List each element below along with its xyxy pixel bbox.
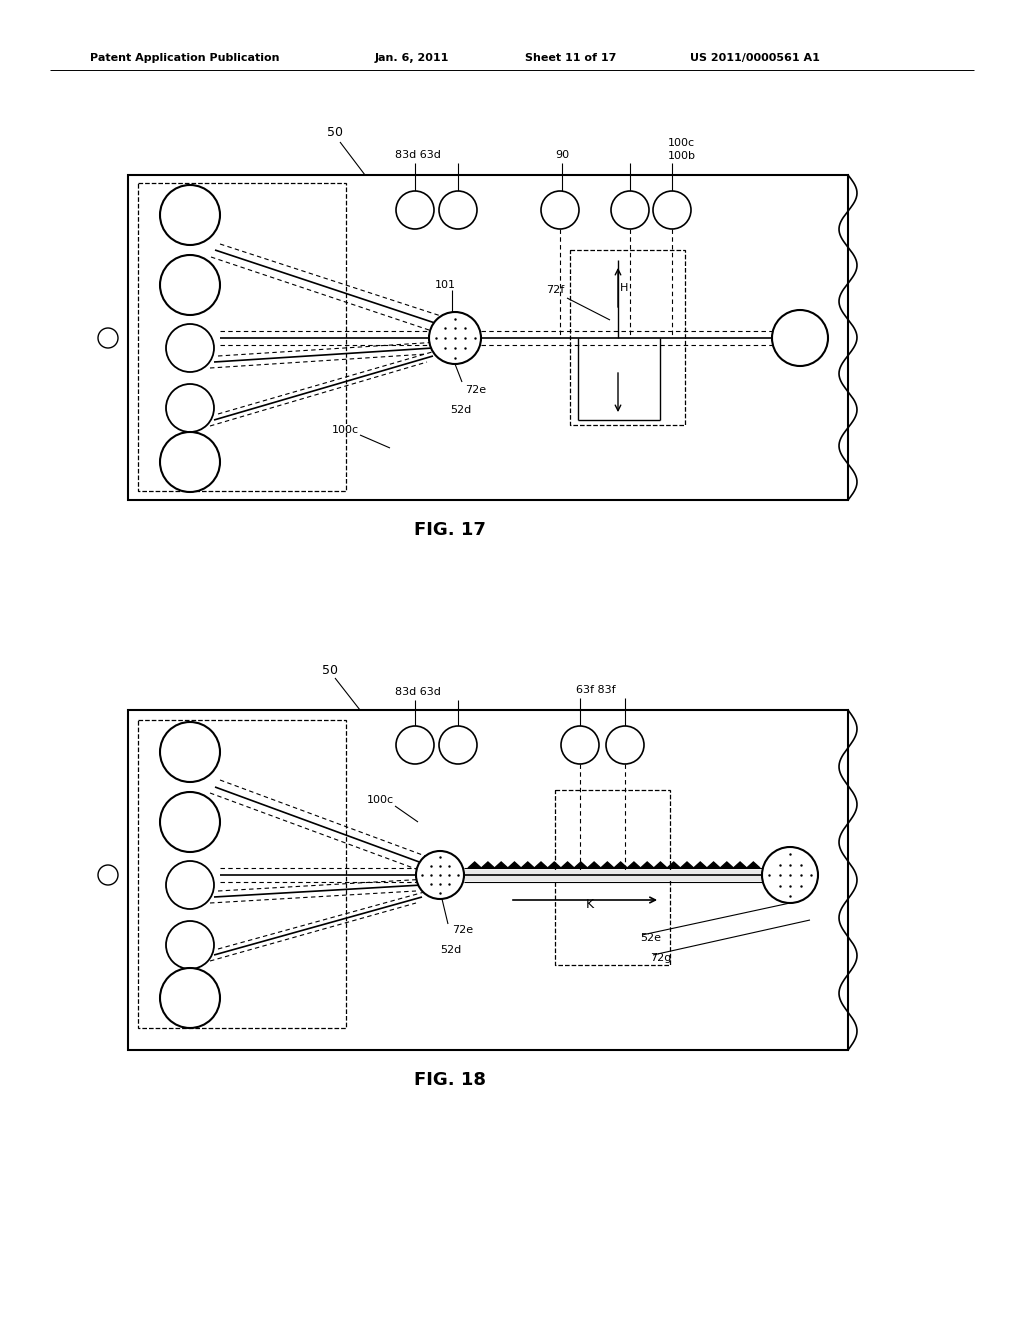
Text: H: H <box>620 282 628 293</box>
Text: 50: 50 <box>322 664 338 676</box>
Text: 100c: 100c <box>367 795 393 805</box>
Bar <box>138 719 346 1028</box>
Circle shape <box>160 255 220 315</box>
Circle shape <box>160 792 220 851</box>
Polygon shape <box>614 862 628 869</box>
Circle shape <box>160 722 220 781</box>
Bar <box>555 789 670 965</box>
Text: 52e: 52e <box>640 933 662 942</box>
Circle shape <box>416 851 464 899</box>
Circle shape <box>98 327 118 348</box>
Circle shape <box>396 726 434 764</box>
Polygon shape <box>746 862 760 869</box>
Polygon shape <box>548 862 561 869</box>
Polygon shape <box>641 862 653 869</box>
Text: FIG. 18: FIG. 18 <box>414 1071 486 1089</box>
Polygon shape <box>601 862 614 869</box>
Circle shape <box>160 432 220 492</box>
Text: US 2011/0000561 A1: US 2011/0000561 A1 <box>690 53 820 63</box>
Polygon shape <box>521 862 535 869</box>
Bar <box>128 710 848 1049</box>
Text: 72e: 72e <box>452 925 473 935</box>
Bar <box>128 176 848 500</box>
Polygon shape <box>733 862 746 869</box>
Polygon shape <box>667 862 680 869</box>
Text: 72f: 72f <box>546 285 564 294</box>
Text: 83d 63d: 83d 63d <box>395 686 441 697</box>
Polygon shape <box>574 862 588 869</box>
Polygon shape <box>653 862 667 869</box>
Circle shape <box>166 323 214 372</box>
Text: 72g: 72g <box>650 953 672 964</box>
Polygon shape <box>720 862 733 869</box>
Circle shape <box>772 310 828 366</box>
Circle shape <box>653 191 691 228</box>
Polygon shape <box>588 862 601 869</box>
Circle shape <box>541 191 579 228</box>
Text: 90: 90 <box>555 150 569 160</box>
Circle shape <box>762 847 818 903</box>
Polygon shape <box>680 862 693 869</box>
Circle shape <box>166 921 214 969</box>
Circle shape <box>439 191 477 228</box>
Polygon shape <box>495 862 508 869</box>
Circle shape <box>166 384 214 432</box>
Circle shape <box>166 861 214 909</box>
Polygon shape <box>468 862 481 869</box>
Text: 52d: 52d <box>440 945 461 954</box>
Circle shape <box>611 191 649 228</box>
Polygon shape <box>628 862 641 869</box>
Circle shape <box>98 865 118 884</box>
Circle shape <box>160 968 220 1028</box>
Text: 100b: 100b <box>668 150 696 161</box>
Text: 63f 83f: 63f 83f <box>577 685 615 696</box>
Text: Jan. 6, 2011: Jan. 6, 2011 <box>375 53 450 63</box>
Text: 52d: 52d <box>450 405 471 414</box>
Circle shape <box>561 726 599 764</box>
Circle shape <box>396 191 434 228</box>
Text: 50: 50 <box>327 127 343 140</box>
Text: 100c: 100c <box>332 425 358 436</box>
Polygon shape <box>693 862 707 869</box>
Text: 83d 63d: 83d 63d <box>395 150 441 160</box>
Text: 101: 101 <box>435 280 456 290</box>
Text: Sheet 11 of 17: Sheet 11 of 17 <box>525 53 616 63</box>
Circle shape <box>439 726 477 764</box>
Polygon shape <box>707 862 720 869</box>
Bar <box>570 249 685 425</box>
Text: K: K <box>586 899 594 912</box>
Polygon shape <box>481 862 495 869</box>
Polygon shape <box>508 862 521 869</box>
Polygon shape <box>561 862 574 869</box>
Circle shape <box>429 312 481 364</box>
Text: FIG. 17: FIG. 17 <box>414 521 486 539</box>
Polygon shape <box>535 862 548 869</box>
Text: 72e: 72e <box>465 385 486 395</box>
Text: 100c: 100c <box>668 139 695 148</box>
Circle shape <box>160 185 220 246</box>
Text: Patent Application Publication: Patent Application Publication <box>90 53 280 63</box>
Bar <box>138 183 346 491</box>
Circle shape <box>606 726 644 764</box>
